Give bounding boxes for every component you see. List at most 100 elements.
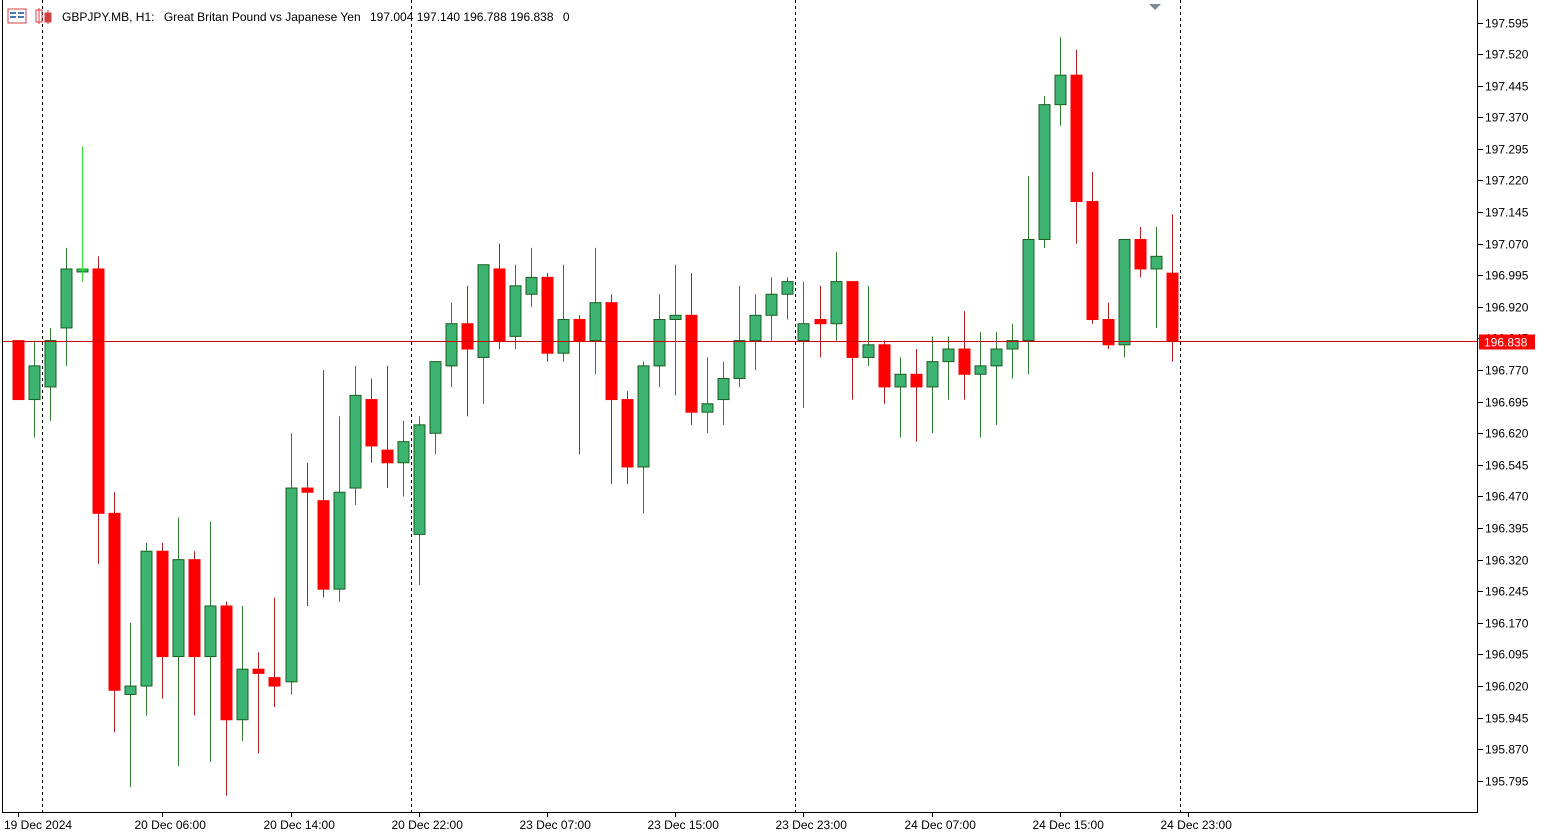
price-tick-label-18: 196.245 [1485,585,1529,599]
candle-body-62 [1006,340,1019,350]
candle-66 [1070,49,1083,244]
time-axis[interactable]: 19 Dec 2024 20 Dec 06:00 20 Dec 14:00 20 De… [4,812,1232,832]
candle-body-0 [12,340,25,401]
candle-body-54 [878,344,891,388]
candle-body-37 [605,302,618,401]
price-tick-label-11: 196.770 [1485,364,1529,378]
price-tick-label-12: 196.695 [1485,396,1529,410]
price-tick-label-6: 197.145 [1485,206,1529,220]
candle-43 [701,357,714,434]
time-tick-label-3: 20 Dec 22:00 [392,818,464,832]
candle-9 [156,542,169,699]
candle-body-16 [268,677,281,687]
candle-body-9 [156,550,169,658]
candle-24 [397,420,410,497]
candle-body-70 [1134,238,1147,270]
candle-body-23 [381,449,394,464]
symbol-timeframe: GBPJPY.MB, H1: [62,10,154,24]
time-tick-label-7: 24 Dec 07:00 [905,818,977,832]
candle-2 [44,327,57,421]
price-tick-label-21: 196.020 [1485,680,1529,694]
candle-16 [268,597,281,708]
candle-body-5 [92,268,105,514]
candle-35 [573,315,586,455]
candle-body-53 [862,344,875,358]
candle-body-12 [204,605,217,658]
candle-chart-icon[interactable] [35,8,52,24]
current-price-label: 196.838 [1479,334,1535,350]
candle-54 [878,340,891,404]
price-tick-label-24: 195.795 [1485,775,1529,789]
candle-body-28 [461,323,474,350]
price-axis[interactable]: 197.595 197.520 197.445 197.370 197.295 197.2… [1478,17,1529,789]
time-tick-label-5: 23 Dec 15:00 [648,818,720,832]
candle-64 [1038,96,1051,248]
candle-body-24 [397,441,410,464]
price-tick-label-0: 197.595 [1485,17,1529,31]
candle-40 [653,294,666,387]
candle-body-6 [108,512,121,691]
candle-41 [669,264,682,396]
candle-7 [124,622,137,788]
candle-37 [605,294,618,484]
candle-3 [60,247,73,366]
candle-body-61 [990,348,1003,367]
price-tick-label-13: 196.620 [1485,427,1529,441]
candle-body-13 [220,605,233,721]
candle-body-55 [894,373,907,388]
candle-39 [637,361,650,514]
candle-body-15 [252,668,265,674]
candle-50 [814,285,827,358]
candle-21 [349,365,362,505]
candle-10 [172,517,185,767]
candle-48 [781,277,794,320]
candle-body-40 [653,319,666,367]
price-tick-label-23: 195.870 [1485,743,1529,757]
price-tick-label-4: 197.295 [1485,143,1529,157]
candle-14 [236,606,249,741]
candle-body-17 [285,487,298,683]
candle-body-33 [541,276,554,354]
candle-59 [958,311,971,400]
candle-20 [333,416,346,602]
candle-38 [621,391,634,484]
price-tick-label-8: 196.995 [1485,269,1529,283]
candle-body-18 [301,487,314,493]
price-tick-label-9: 196.920 [1485,301,1529,315]
candle-body-66 [1070,74,1083,203]
price-tick-label-20: 196.095 [1485,648,1529,662]
candle-49 [797,281,810,408]
candle-body-46 [749,314,762,342]
candle-body-21 [349,394,362,489]
candle-body-65 [1054,74,1067,106]
candle-body-2 [44,340,57,388]
current-price-label-bg [1479,334,1535,350]
candle-36 [589,247,602,375]
price-tick-label-14: 196.545 [1485,459,1529,473]
candles [12,37,1179,796]
candle-45 [733,285,746,387]
candle-body-44 [717,377,730,401]
symbol-description: Great Britan Pound vs Japanese Yen [164,10,361,24]
shift-marker-icon[interactable] [1149,4,1161,10]
candle-body-26 [429,361,442,434]
candle-17 [285,433,298,695]
candle-body-30 [493,268,506,342]
candle-body-68 [1102,319,1115,346]
candle-body-34 [557,319,570,354]
candle-body-31 [509,285,522,337]
candle-body-19 [317,500,330,590]
candle-body-3 [60,268,73,329]
candle-body-57 [926,361,939,388]
candle-body-35 [573,319,586,342]
candle-23 [381,365,394,489]
candle-body-43 [701,403,714,413]
chart-window-icon[interactable] [7,8,27,24]
time-tick-label-9: 24 Dec 23:00 [1161,818,1233,832]
candle-body-27 [445,323,458,367]
candle-27 [445,302,458,387]
candle-72 [1166,214,1179,362]
candle-53 [862,285,875,366]
time-tick-label-6: 23 Dec 23:00 [776,818,848,832]
